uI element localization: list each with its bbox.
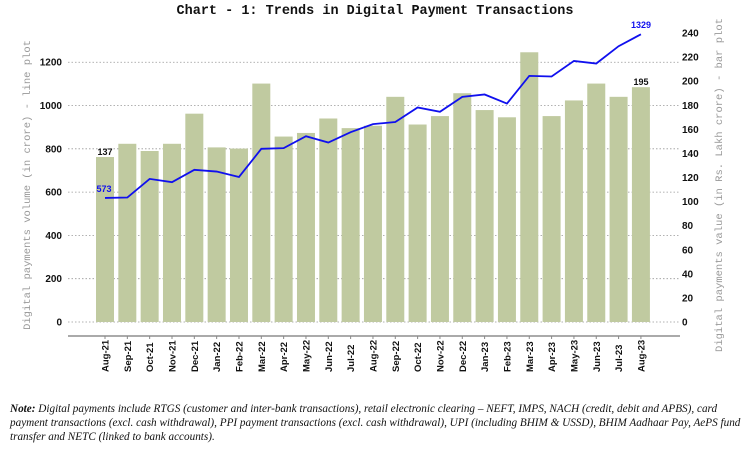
x-tick-label: Mar-22 [257, 341, 268, 372]
x-tick-label: Dec-22 [458, 341, 469, 372]
right-tick-label: 60 [682, 245, 694, 256]
x-tick-label: Sep-21 [123, 340, 134, 372]
bar [386, 96, 405, 322]
left-tick-label: 600 [45, 188, 62, 199]
note-label: Note: [10, 403, 36, 415]
right-tick-label: 160 [682, 125, 699, 136]
bar-series [96, 52, 650, 323]
x-tick-label: Jun-23 [592, 341, 603, 372]
bar [497, 117, 516, 323]
right-tick-label: 140 [682, 149, 699, 160]
bar-label-first: 137 [97, 147, 112, 157]
left-tick-label: 200 [45, 274, 62, 285]
bar [185, 113, 204, 322]
left-tick-label: 800 [45, 144, 62, 155]
x-axis-labels: Aug-21 Sep-21 Oct-21 Nov-21 Dec-21 Jan-22 Feb-… [101, 336, 647, 372]
right-axis-title: Digital payments value (in Rs. Lakh cror… [714, 18, 726, 352]
chart-title: Chart - 1: Trends in Digital Payment Tra… [177, 4, 574, 19]
x-tick-label: Nov-21 [167, 340, 178, 372]
bar [609, 96, 628, 322]
x-tick-label: Aug-21 [101, 339, 112, 372]
x-tick-label: Aug-23 [636, 340, 647, 372]
right-tick-label: 120 [682, 173, 699, 184]
x-tick-label: Apr-22 [279, 342, 290, 372]
right-tick-label: 220 [682, 53, 699, 64]
bar [430, 116, 449, 323]
right-tick-label: 200 [682, 77, 699, 88]
x-tick-label: Jul-23 [614, 345, 625, 372]
left-axis-ticks: 0 200 400 600 800 1000 1200 [40, 58, 63, 329]
bar [96, 157, 114, 322]
right-tick-label: 0 [682, 318, 688, 329]
bar [564, 100, 583, 322]
x-tick-label: Jan-22 [212, 342, 223, 372]
x-tick-label: Oct-22 [413, 342, 424, 372]
chart: Chart - 1: Trends in Digital Payment Tra… [22, 4, 726, 372]
footnote: Note: Digital payments include RTGS (cus… [10, 402, 750, 444]
right-tick-label: 180 [682, 101, 699, 112]
left-tick-label: 400 [45, 231, 62, 242]
right-axis-ticks: 0 20 40 60 80 100 120 140 160 180 200 220 240 [682, 29, 699, 329]
bar [542, 116, 561, 323]
bar [475, 110, 494, 322]
bar [319, 118, 338, 322]
note-text: Digital payments include RTGS (customer … [10, 403, 741, 443]
right-tick-label: 20 [682, 293, 694, 304]
bar [341, 128, 360, 322]
right-tick-label: 100 [682, 197, 699, 208]
right-tick-label: 80 [682, 221, 694, 232]
x-tick-label: Apr-23 [547, 342, 558, 372]
line-label-first: 573 [96, 184, 111, 194]
line-label-last: 1329 [631, 20, 651, 30]
bar [207, 147, 226, 322]
x-tick-label: Jul-22 [346, 345, 357, 372]
bar [252, 83, 271, 322]
bar [408, 124, 427, 323]
bar [631, 87, 650, 322]
bar [363, 125, 382, 323]
left-tick-label: 1200 [40, 58, 63, 69]
x-tick-label: Aug-22 [368, 340, 379, 372]
x-tick-label: Oct-21 [145, 342, 156, 372]
left-tick-label: 1000 [40, 101, 63, 112]
bar [587, 83, 606, 322]
x-tick-label: May-23 [569, 340, 580, 372]
line-series [104, 33, 642, 199]
x-tick-label: Jun-22 [324, 341, 335, 372]
bar [162, 143, 181, 322]
bar [229, 148, 248, 322]
x-tick-label: Jan-23 [480, 342, 491, 372]
bar [274, 136, 293, 322]
x-tick-label: May-22 [301, 340, 312, 372]
x-tick-label: Mar-23 [525, 341, 536, 372]
x-tick-label: Sep-22 [391, 341, 402, 372]
bar [118, 143, 137, 322]
bar [520, 52, 539, 323]
bar [453, 93, 472, 322]
bar [296, 132, 315, 322]
right-tick-label: 240 [682, 29, 699, 40]
right-tick-label: 40 [682, 269, 694, 280]
left-axis-title: Digital payments volume (in crore) - lin… [22, 40, 34, 330]
x-tick-label: Feb-22 [234, 341, 245, 372]
x-tick-label: Nov-22 [435, 340, 446, 372]
x-tick-label: Dec-21 [190, 340, 201, 372]
left-tick-label: 0 [56, 318, 62, 329]
bar [140, 151, 159, 322]
bar-label-last: 195 [633, 77, 648, 87]
x-tick-label: Feb-23 [502, 341, 513, 372]
